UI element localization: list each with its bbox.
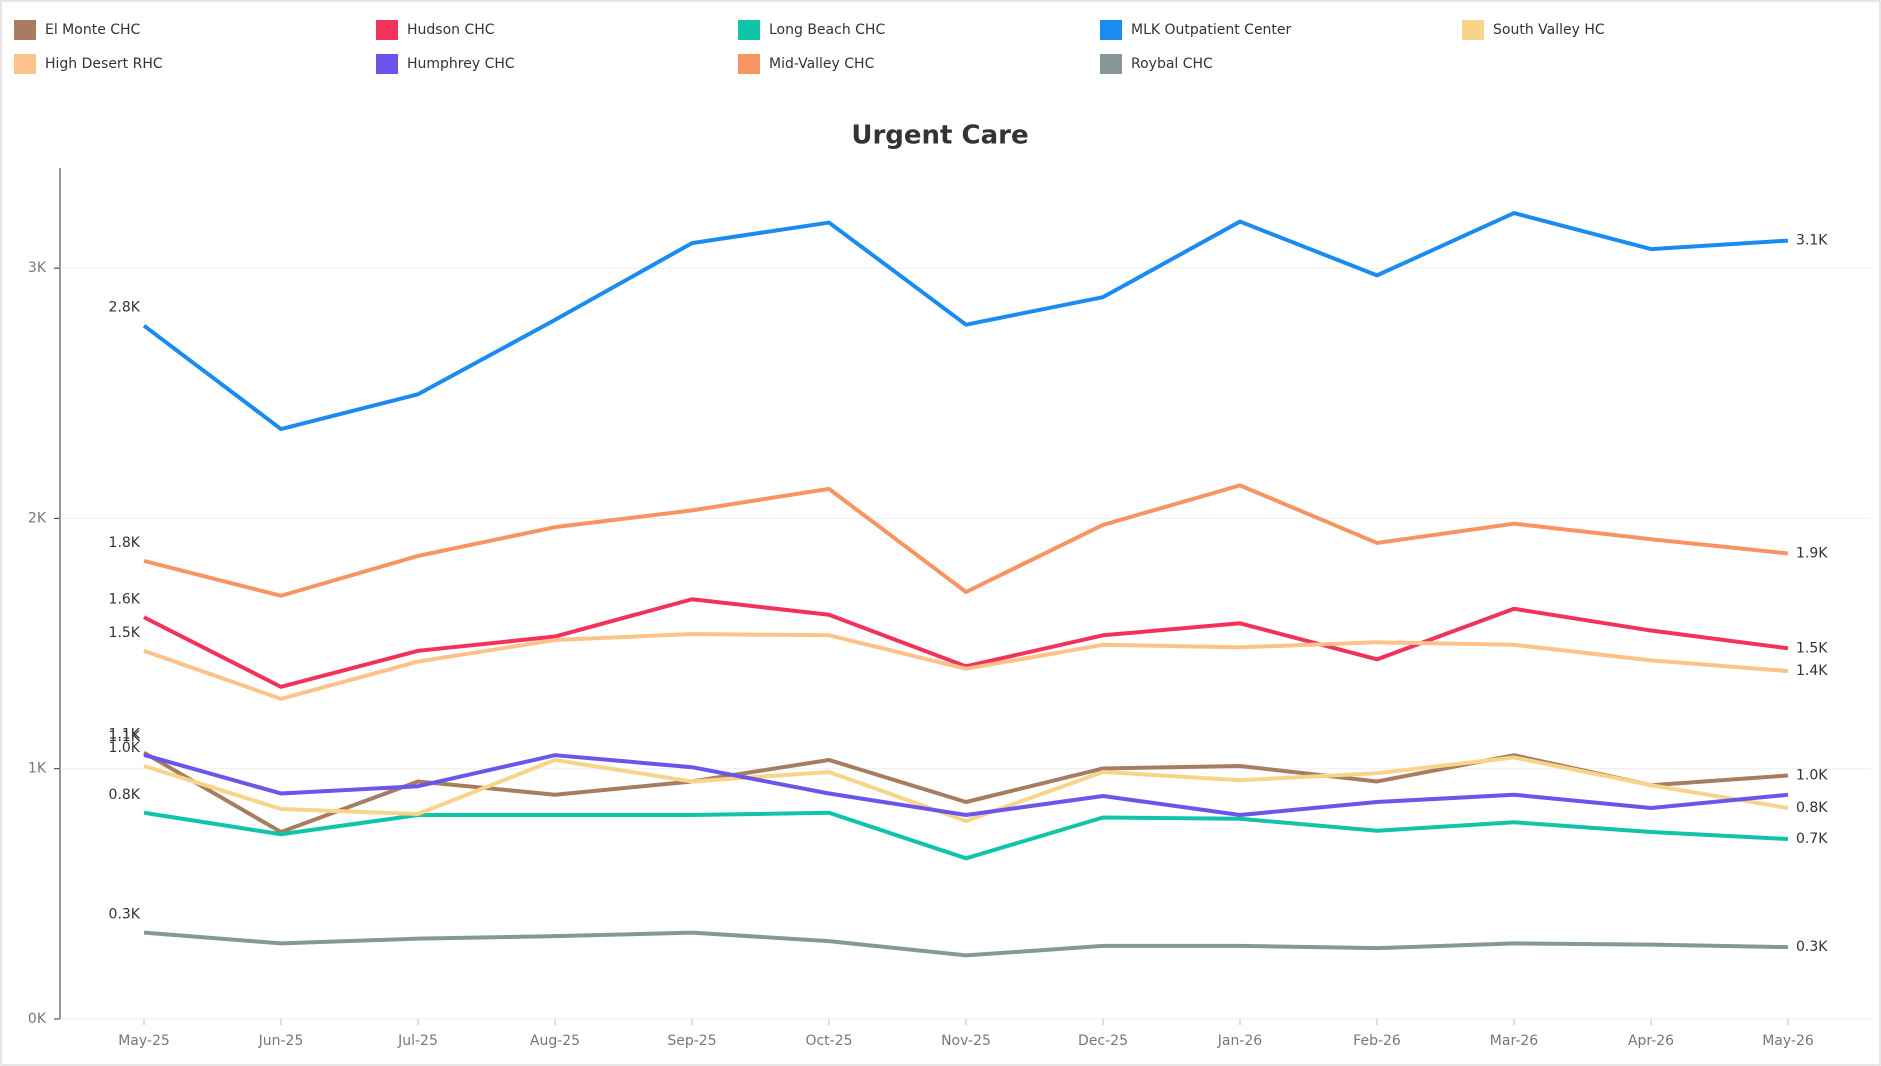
value-label: 1.4K: [1796, 663, 1828, 679]
series-line: [143, 483, 1789, 598]
value-label: 1.0K: [109, 740, 141, 756]
legend-label: MLK Outpatient Center: [1131, 22, 1292, 38]
series-line: [142, 750, 1789, 835]
value-label: 1.0K: [1796, 767, 1828, 783]
legend-label: Mid-Valley CHC: [769, 56, 875, 72]
legend-swatch: [376, 54, 398, 74]
value-label: 1.1K: [109, 729, 141, 745]
value-label: 0.8K: [1796, 800, 1828, 816]
series-line: [143, 597, 1789, 689]
x-tick-label: Apr-26: [1628, 1033, 1674, 1049]
x-tick-label: Mar-26: [1490, 1033, 1538, 1049]
legend-label: Roybal CHC: [1131, 56, 1213, 72]
x-tick-label: May-25: [118, 1033, 170, 1049]
x-tick-label: Aug-25: [530, 1033, 580, 1049]
legend-label: High Desert RHC: [45, 56, 163, 72]
value-label: 0.8K: [109, 787, 141, 803]
legend-label: Long Beach CHC: [769, 22, 885, 38]
value-label: 3.1K: [1796, 233, 1828, 249]
value-label: 1.6K: [109, 591, 141, 607]
value-label: 1.1K: [109, 727, 141, 743]
series-line: [143, 632, 1789, 701]
x-tick-label: Feb-26: [1353, 1033, 1401, 1049]
value-label: 1.5K: [109, 625, 141, 641]
legend-swatch: [1100, 20, 1122, 40]
legend-swatch: [1462, 20, 1484, 40]
value-label: 1.5K: [1796, 640, 1828, 656]
y-tick-label: 0K: [28, 1011, 47, 1027]
legend-swatch: [1100, 54, 1122, 74]
x-tick-label: Jul-25: [397, 1033, 438, 1049]
legend-swatch: [738, 54, 760, 74]
y-tick-label: 2K: [28, 510, 47, 526]
x-tick-label: Jan-26: [1217, 1033, 1263, 1049]
legend-label: Humphrey CHC: [407, 56, 515, 72]
chart-title: Urgent Care: [851, 121, 1028, 151]
series-line: [143, 930, 1789, 958]
x-tick-label: Dec-25: [1078, 1033, 1128, 1049]
legend-label: El Monte CHC: [45, 22, 141, 38]
series-line: [143, 755, 1789, 824]
legend-swatch: [376, 20, 398, 40]
x-tick-label: May-26: [1762, 1033, 1814, 1049]
legend-swatch: [738, 20, 760, 40]
legend-swatch: [14, 54, 36, 74]
value-label: 1.9K: [1796, 545, 1828, 561]
x-tick-label: Oct-25: [805, 1033, 852, 1049]
y-tick-label: 1K: [28, 761, 47, 777]
legend-swatch: [14, 20, 36, 40]
value-label: 1.8K: [109, 535, 141, 551]
legend-label: South Valley HC: [1493, 22, 1605, 38]
series-line: [142, 211, 1789, 432]
value-label: 2.8K: [109, 300, 141, 316]
x-tick-label: Jun-25: [258, 1033, 304, 1049]
series-line: [143, 753, 1789, 818]
y-tick-label: 3K: [28, 260, 47, 276]
legend-label: Hudson CHC: [407, 22, 495, 38]
value-label: 0.3K: [109, 907, 141, 923]
value-label: 0.7K: [1796, 831, 1828, 847]
x-tick-label: Nov-25: [941, 1033, 991, 1049]
value-label: 0.3K: [1796, 939, 1828, 955]
x-tick-label: Sep-25: [667, 1033, 716, 1049]
